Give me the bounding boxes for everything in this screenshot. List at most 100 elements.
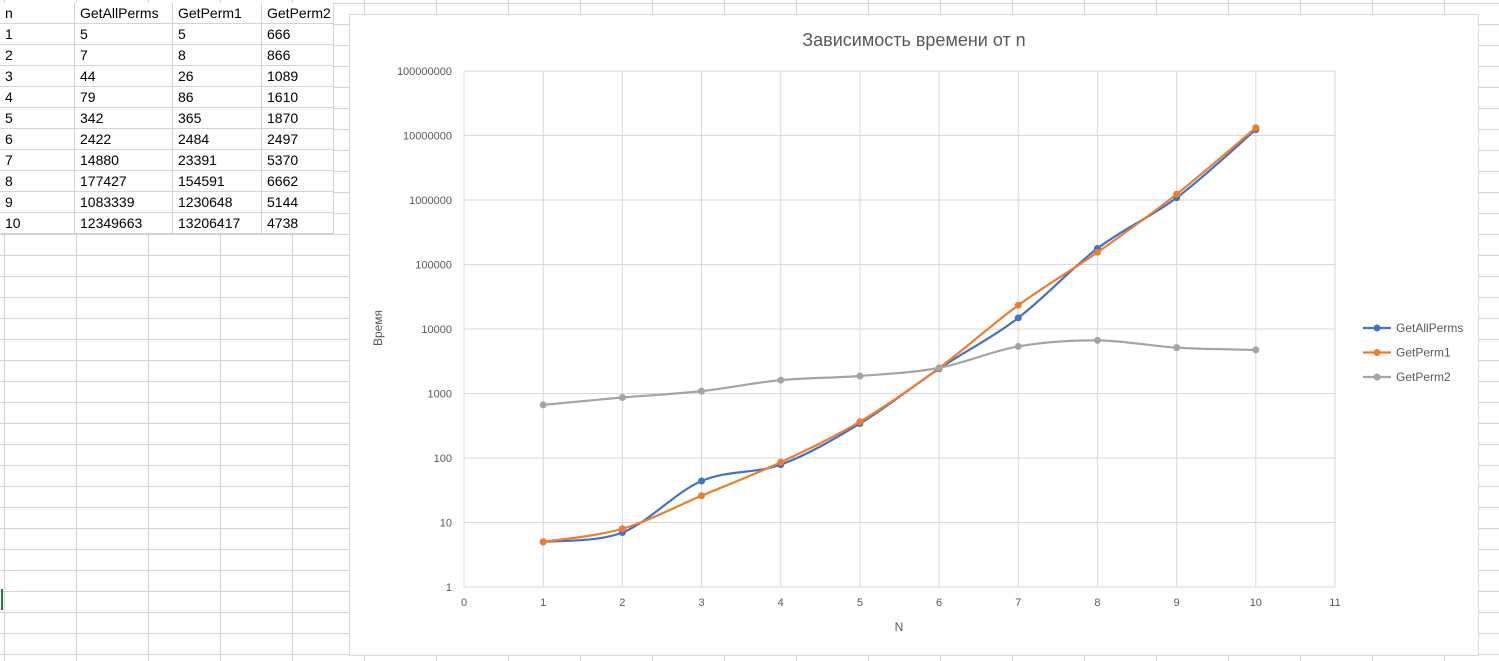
table-cell[interactable]: 23391 [172,149,262,171]
x-tick-label: 10 [1250,597,1262,609]
table-cell[interactable]: 10 [0,212,75,234]
data-point [539,401,547,409]
table-cell[interactable]: 5 [0,107,75,129]
table-cell[interactable]: 6662 [261,170,334,192]
table-row: 5 342 365 1870 [0,107,334,129]
data-point [1093,248,1101,256]
table-cell[interactable]: 86 [172,86,262,108]
table-cell[interactable]: 866 [261,44,334,66]
table-row: 9 1083339 1230648 5144 [0,191,334,213]
table-cell[interactable]: 666 [261,23,334,45]
data-point [1173,190,1181,198]
selected-cell-indicator [1,589,3,610]
table-cell[interactable]: 5144 [261,191,334,213]
table-cell[interactable]: 1 [0,23,75,45]
x-tick-label: 5 [857,597,863,609]
table-cell[interactable]: 6 [0,128,75,150]
data-point [777,376,785,384]
table-cell[interactable]: 7 [0,149,75,171]
legend-marker [1373,373,1381,381]
data-point [1252,346,1260,354]
table-cell[interactable]: 2484 [172,128,262,150]
table-cell[interactable]: 14880 [74,149,173,171]
table-cell[interactable]: 2422 [74,128,173,150]
y-tick-label: 10000 [421,324,452,336]
chart-title: Зависимость времени от n [802,30,1025,50]
table-row: 6 2422 2484 2497 [0,128,334,150]
table-cell[interactable]: 1089 [261,65,334,87]
legend-marker [1373,349,1381,356]
header-cell[interactable]: GetPerm2 [261,3,334,24]
data-point [618,525,626,533]
table-cell[interactable]: 365 [172,107,262,129]
table-cell[interactable]: 342 [74,107,173,129]
table-cell[interactable]: 7 [74,44,173,66]
y-tick-label: 100 [434,453,452,465]
chart-svg: Зависимость времени от n 110100100010000… [371,30,1463,634]
data-point [1014,342,1022,350]
series-line-getperm1 [543,126,1257,544]
table-cell[interactable]: 1610 [261,86,334,108]
series-line-getallperms [543,128,1257,544]
data-table: n GetAllPerms GetPerm1 GetPerm2 1 5 5 666 2 7 8 866… [0,3,334,234]
table-cell[interactable]: 1083339 [74,191,173,213]
table-cell[interactable]: 8 [172,44,262,66]
y-tick-label: 10 [440,518,452,530]
data-point [777,458,785,466]
table-cell[interactable]: 5370 [261,149,334,171]
table-cell[interactable]: 26 [172,65,262,87]
legend-label: GetAllPerms [1396,321,1463,335]
x-tick-label: 3 [698,597,704,609]
table-cell[interactable]: 1230648 [172,191,262,213]
data-point [539,538,547,546]
x-tick-label: 6 [936,597,942,609]
table-cell[interactable]: 9 [0,191,75,213]
x-tick-label: 1 [540,597,546,609]
table-cell[interactable]: 154591 [172,170,262,192]
data-point [1093,336,1101,344]
table-row: 7 14880 23391 5370 [0,149,334,171]
table-row: 2 7 8 866 [0,44,334,66]
table-cell[interactable]: 4738 [261,212,334,234]
table-cell[interactable]: 3 [0,65,75,87]
x-tick-label: 9 [1174,597,1180,609]
table-cell[interactable]: 2497 [261,128,334,150]
data-point [698,477,706,485]
data-point [856,372,864,380]
table-cell[interactable]: 4 [0,86,75,108]
data-point [1252,124,1260,132]
data-point [856,418,864,426]
chart-area[interactable]: Зависимость времени от n 1 10 100 1000 10000… [349,14,1479,656]
table-cell[interactable]: 12349663 [74,212,173,234]
table-row: 1 5 5 666 [0,23,334,45]
table-cell[interactable]: 2 [0,44,75,66]
y-tick-label: 1 [446,582,452,594]
header-row: n GetAllPerms GetPerm1 GetPerm2 [0,3,334,24]
legend-marker [1373,324,1381,332]
x-tick-label: 2 [619,597,625,609]
x-tick-label: 4 [778,597,784,609]
data-point [698,387,706,395]
x-tick-label: 11 [1329,597,1340,609]
data-point [618,394,626,402]
table-cell[interactable]: 13206417 [172,212,262,234]
data-point [1173,344,1181,352]
header-cell[interactable]: GetPerm1 [172,3,262,24]
header-cell[interactable]: GetAllPerms [74,3,173,24]
y-tick-label: 1000000 [409,195,452,207]
x-axis-label: N [895,620,904,634]
table-cell[interactable]: 1870 [261,107,334,129]
table-cell[interactable]: 8 [0,170,75,192]
table-cell[interactable]: 44 [74,65,173,87]
legend-label: GetPerm2 [1396,370,1451,384]
table-cell[interactable]: 177427 [74,170,173,192]
table-row: 10 12349663 13206417 4738 [0,212,334,234]
y-tick-label: 100000000 [397,66,452,78]
data-point [698,492,706,500]
table-row: 8 177427 154591 6662 [0,170,334,192]
table-cell[interactable]: 5 [172,23,262,45]
table-cell[interactable]: 5 [74,23,173,45]
y-tick-label: 10000000 [403,131,452,143]
table-cell[interactable]: 79 [74,86,173,108]
header-cell[interactable]: n [0,3,75,24]
